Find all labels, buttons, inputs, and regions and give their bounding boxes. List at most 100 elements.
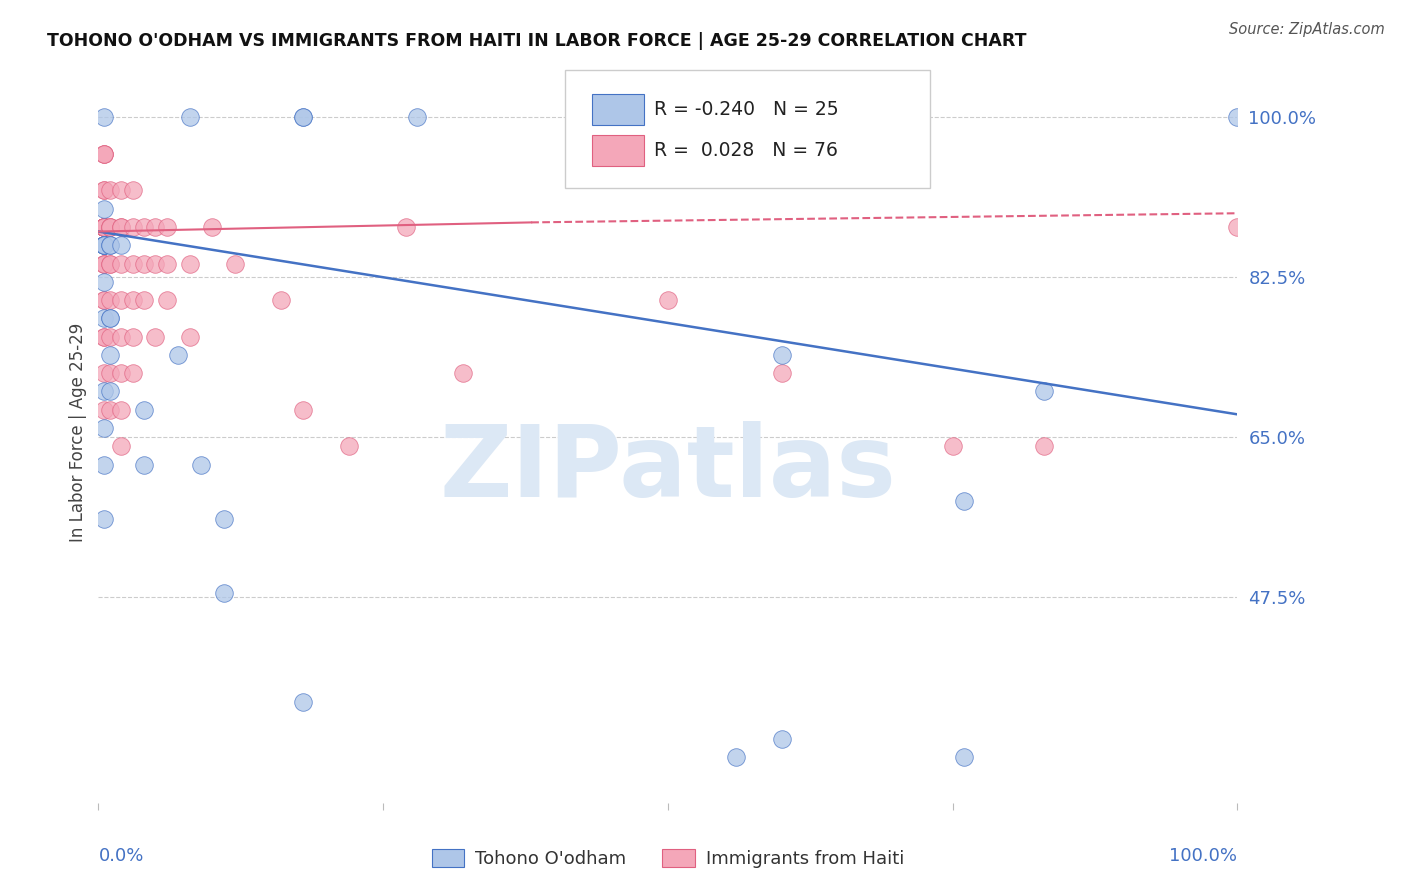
Point <box>110 256 132 270</box>
Point <box>93 293 115 307</box>
Point <box>121 183 143 197</box>
Point <box>110 439 132 453</box>
Point <box>212 512 235 526</box>
Point <box>93 402 115 417</box>
Point <box>98 256 121 270</box>
Point <box>98 256 121 270</box>
Point <box>93 183 115 197</box>
Point <box>98 329 121 343</box>
Point <box>98 293 121 307</box>
Point <box>110 402 132 417</box>
Point <box>93 275 115 289</box>
Point <box>156 256 179 270</box>
Point <box>98 219 121 234</box>
Point <box>1226 219 1249 234</box>
Point <box>98 348 121 362</box>
Point <box>93 219 115 234</box>
Y-axis label: In Labor Force | Age 25-29: In Labor Force | Age 25-29 <box>69 323 87 542</box>
Point <box>93 202 115 216</box>
Point <box>156 219 179 234</box>
Point <box>292 110 315 124</box>
Point <box>93 219 115 234</box>
Point <box>179 256 201 270</box>
Point <box>93 384 115 399</box>
Point <box>98 219 121 234</box>
Point <box>110 183 132 197</box>
Point <box>110 238 132 252</box>
Point <box>98 311 121 326</box>
Point <box>98 384 121 399</box>
Point <box>93 256 115 270</box>
Point <box>93 146 115 161</box>
Point <box>93 219 115 234</box>
Point <box>93 219 115 234</box>
Point <box>725 750 748 764</box>
Point <box>98 238 121 252</box>
Point <box>145 219 167 234</box>
Point <box>1032 439 1054 453</box>
Text: R =  0.028   N = 76: R = 0.028 N = 76 <box>654 141 838 160</box>
Point <box>93 421 115 435</box>
Point <box>93 329 115 343</box>
Point <box>657 293 679 307</box>
Point <box>93 219 115 234</box>
Point <box>93 238 115 252</box>
Point <box>110 219 132 234</box>
FancyBboxPatch shape <box>592 135 644 166</box>
Legend: Tohono O'odham, Immigrants from Haiti: Tohono O'odham, Immigrants from Haiti <box>425 842 911 875</box>
Point <box>212 585 235 599</box>
Point <box>1226 110 1249 124</box>
Point <box>953 494 976 508</box>
Point <box>770 731 793 746</box>
Point <box>98 183 121 197</box>
Point <box>93 238 115 252</box>
Point <box>93 183 115 197</box>
Point <box>93 238 115 252</box>
Point <box>156 293 179 307</box>
Point <box>93 238 115 252</box>
Point <box>121 329 143 343</box>
Point <box>121 219 143 234</box>
Point <box>1032 384 1054 399</box>
Text: Source: ZipAtlas.com: Source: ZipAtlas.com <box>1229 22 1385 37</box>
Point <box>451 366 474 380</box>
Point <box>132 402 155 417</box>
FancyBboxPatch shape <box>592 94 644 125</box>
Text: R = -0.240   N = 25: R = -0.240 N = 25 <box>654 100 839 119</box>
Point <box>132 256 155 270</box>
Point <box>132 458 155 472</box>
Point <box>93 311 115 326</box>
Point <box>884 110 907 124</box>
Point <box>98 366 121 380</box>
Point <box>121 366 143 380</box>
Point <box>98 402 121 417</box>
Point <box>98 311 121 326</box>
Point <box>93 219 115 234</box>
Point <box>770 348 793 362</box>
Point <box>121 293 143 307</box>
Point <box>93 458 115 472</box>
Point <box>292 110 315 124</box>
Point <box>132 293 155 307</box>
Point <box>110 293 132 307</box>
Point <box>93 256 115 270</box>
Point <box>395 219 418 234</box>
Point <box>93 146 115 161</box>
Point <box>93 219 115 234</box>
Point <box>93 219 115 234</box>
Point <box>93 238 115 252</box>
Point <box>132 219 155 234</box>
Point <box>121 256 143 270</box>
Text: TOHONO O'ODHAM VS IMMIGRANTS FROM HAITI IN LABOR FORCE | AGE 25-29 CORRELATION C: TOHONO O'ODHAM VS IMMIGRANTS FROM HAITI … <box>48 32 1026 50</box>
Point <box>93 219 115 234</box>
Point <box>337 439 360 453</box>
Text: 0.0%: 0.0% <box>98 847 143 865</box>
Point <box>565 110 588 124</box>
FancyBboxPatch shape <box>565 70 929 188</box>
Point <box>224 256 246 270</box>
Point <box>770 366 793 380</box>
Point <box>406 110 429 124</box>
Point <box>179 329 201 343</box>
Point <box>93 256 115 270</box>
Point <box>167 348 190 362</box>
